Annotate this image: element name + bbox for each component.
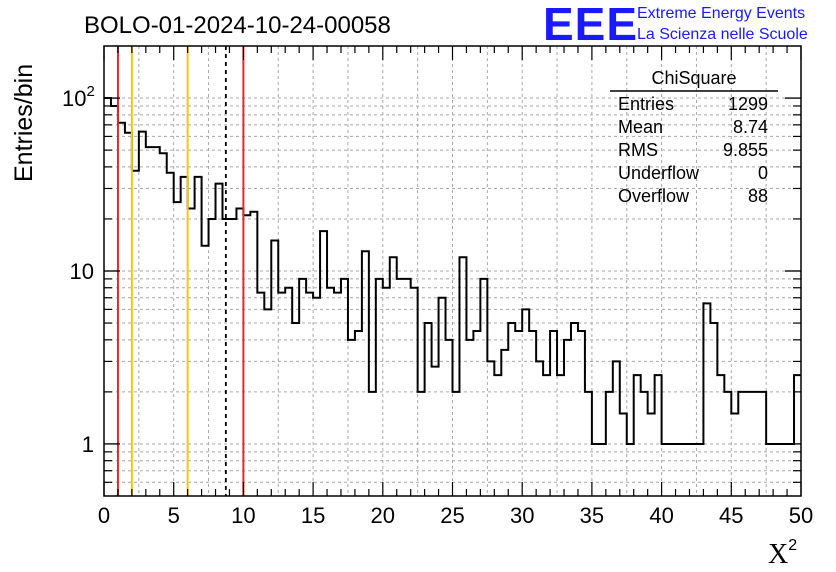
stats-label: RMS bbox=[618, 140, 658, 160]
x-tick-label: 5 bbox=[168, 503, 180, 528]
x-tick-label: 40 bbox=[649, 503, 673, 528]
stats-label: Overflow bbox=[618, 186, 690, 206]
stats-label: Mean bbox=[618, 117, 663, 137]
histogram-series bbox=[104, 97, 801, 445]
y-tick-label: 1 bbox=[82, 432, 94, 457]
y-tick-label-exponent: 2 bbox=[86, 83, 94, 100]
x-tick-label: 0 bbox=[98, 503, 110, 528]
y-axis-label: Entries/bin bbox=[10, 64, 38, 182]
histogram-layer bbox=[104, 97, 801, 445]
stats-label: Entries bbox=[618, 94, 674, 114]
x-tick-label: 20 bbox=[371, 503, 395, 528]
x-tick-label: 50 bbox=[789, 503, 813, 528]
y-tick-label: 10 bbox=[70, 259, 94, 284]
brand-line-2: La Scienza nelle Scuole bbox=[637, 26, 808, 43]
x-axis-label-superscript: 2 bbox=[788, 537, 797, 554]
x-tick-label: 15 bbox=[301, 503, 325, 528]
stats-value: 0 bbox=[758, 163, 768, 183]
stats-value: 88 bbox=[748, 186, 768, 206]
stats-label: Underflow bbox=[618, 163, 700, 183]
y-tick-label-base: 10 bbox=[62, 86, 86, 111]
grid-layer bbox=[104, 46, 801, 496]
chart-title: BOLO-01-2024-10-24-00058 bbox=[84, 12, 391, 39]
x-tick-label: 30 bbox=[510, 503, 534, 528]
stats-value: 1299 bbox=[728, 94, 768, 114]
x-axis-label-base: X bbox=[768, 539, 788, 570]
y-tick-label: 102 bbox=[62, 83, 95, 111]
eee-logo: EEE bbox=[543, 0, 638, 50]
x-axis-label: X2 bbox=[768, 537, 797, 570]
x-tick-label: 25 bbox=[440, 503, 464, 528]
marker-lines-layer bbox=[116, 46, 245, 496]
stats-box: ChiSquare Entries 1299 Mean 8.74 RMS 9.8… bbox=[610, 68, 778, 206]
brand-line-1: Extreme Energy Events bbox=[637, 5, 805, 22]
x-tick-label: 35 bbox=[580, 503, 604, 528]
x-tick-label: 10 bbox=[231, 503, 255, 528]
stats-value: 9.855 bbox=[723, 140, 768, 160]
stats-value: 8.74 bbox=[733, 117, 768, 137]
stats-box-title: ChiSquare bbox=[651, 68, 736, 88]
x-tick-label: 45 bbox=[719, 503, 743, 528]
plot-frame bbox=[103, 45, 802, 497]
